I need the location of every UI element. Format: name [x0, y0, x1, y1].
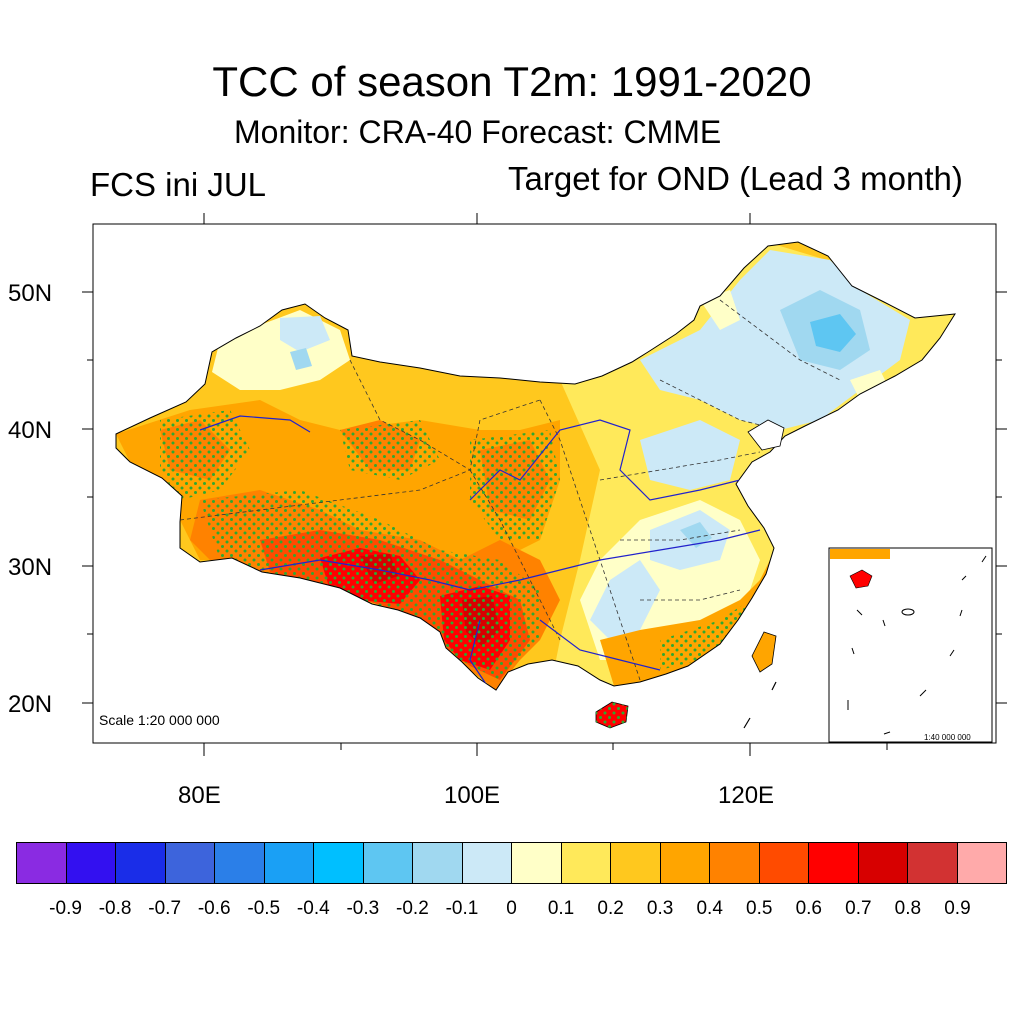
colorbar-tick-label: -0.4 [296, 898, 330, 919]
colorbar [16, 842, 1007, 884]
lat-label-50n: 50N [8, 280, 53, 307]
map-subtitle: Monitor: CRA-40 Forecast: CMME [234, 114, 722, 150]
colorbar-tick-label: 0.6 [795, 898, 823, 919]
colorbar-tick-label: -0.7 [148, 898, 182, 919]
colorbar-box [215, 843, 265, 883]
lat-label-20n: 20N [8, 691, 53, 718]
colorbar-box [66, 843, 116, 883]
taiwan-island [751, 631, 777, 673]
colorbar-tick-label: -0.9 [49, 898, 82, 919]
colorbar-box [17, 843, 67, 883]
colorbar-labels: -0.9 -0.8 -0.7 -0.6 -0.5 -0.4 -0.3 -0.2 -0.1 0 0.1… [16, 898, 1007, 922]
colorbar-box [660, 843, 710, 883]
rivers [199, 415, 761, 690]
lon-label-100e: 100E [444, 782, 501, 809]
axis-ticks [82, 213, 1007, 756]
colorbar-box [561, 843, 611, 883]
colorbar-box [314, 843, 364, 883]
main-map-scale: Scale 1:20 000 000 [99, 712, 220, 728]
colorbar-tick-label: 0.7 [845, 898, 872, 919]
colorbar-tick-label: -0.5 [247, 898, 281, 919]
nine-dash-line [743, 681, 777, 729]
colorbar-box [809, 843, 859, 883]
colorbar-tick-label: 0.2 [597, 898, 624, 919]
colorbar-tick-label: 0.1 [547, 898, 575, 919]
lon-label-80e: 80E [178, 782, 221, 809]
target-label: Target for OND (Lead 3 month) [508, 160, 963, 197]
colorbar-box [462, 843, 512, 883]
colorbar-tick-label: -0.1 [445, 898, 479, 919]
colorbar-tick-label: -0.8 [98, 898, 132, 919]
colorbar-box [858, 843, 908, 883]
colorbar-box [264, 843, 314, 883]
colorbar-box [116, 843, 166, 883]
colorbar-box [165, 843, 215, 883]
lat-label-40n: 40N [8, 417, 53, 444]
inset-map-scale: 1:40 000 000 [924, 733, 971, 742]
colorbar-tick-label: 0.5 [746, 898, 773, 919]
colorbar-box [512, 843, 562, 883]
colorbar-box [710, 843, 760, 883]
colorbar-tick-label: 0.4 [696, 898, 723, 919]
lon-label-120e: 120E [718, 782, 775, 809]
colorbar-box [759, 843, 809, 883]
initialization-label: FCS ini JUL [90, 166, 267, 203]
colorbar-tick-label: -0.6 [197, 898, 231, 919]
colorbar-box [957, 843, 1006, 883]
colorbar-box [413, 843, 463, 883]
colorbar-tick-label: 0.8 [894, 898, 922, 919]
colorbar-tick-label: 0.9 [944, 898, 971, 919]
colorbar-box [908, 843, 958, 883]
map-title: TCC of season T2m: 1991-2020 [212, 58, 812, 105]
colorbar-tick-label: 0.3 [646, 898, 674, 919]
colorbar-tick-label: -0.3 [346, 898, 380, 919]
significance-stippling [160, 410, 750, 680]
colorbar-box [363, 843, 413, 883]
south-china-sea-inset [828, 547, 993, 743]
colorbar-box [611, 843, 661, 883]
bohai-sea [747, 419, 785, 451]
lat-label-30n: 30N [8, 554, 53, 581]
colorbar-tick-label: 0 [506, 898, 517, 919]
colorbar-tick-label: -0.2 [396, 898, 429, 919]
